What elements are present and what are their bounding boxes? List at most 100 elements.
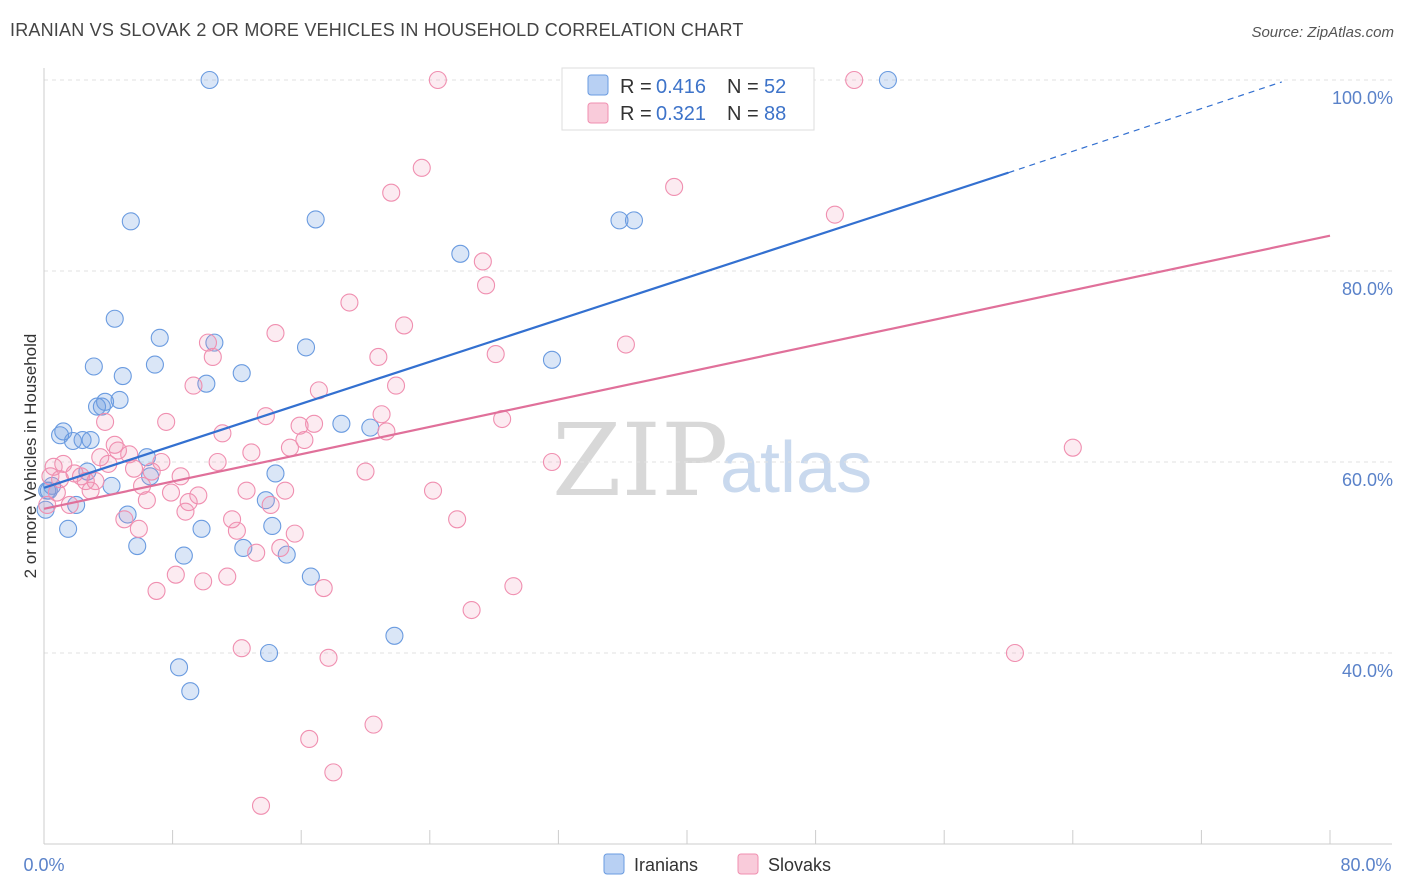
series-legend: Iranians Slovaks bbox=[603, 853, 831, 875]
legend-r-label-slovaks: R = bbox=[620, 103, 652, 125]
point-iranians bbox=[361, 418, 380, 437]
axes: 40.0% 60.0% 80.0% 100.0% 0.0% 80.0% bbox=[23, 68, 1393, 875]
legend-n-label-iranians: N = bbox=[727, 76, 759, 98]
point-iranians bbox=[192, 519, 211, 538]
point-slovaks bbox=[203, 347, 222, 367]
y-tick-label: 100.0% bbox=[1332, 88, 1393, 108]
point-slovaks bbox=[324, 763, 343, 782]
watermark-zip: ZIP bbox=[552, 402, 728, 519]
point-iranians bbox=[121, 212, 140, 231]
point-slovaks bbox=[189, 486, 208, 505]
point-slovaks bbox=[108, 441, 127, 460]
point-iranians bbox=[128, 536, 147, 556]
point-slovaks bbox=[261, 495, 280, 515]
point-slovaks bbox=[237, 481, 256, 500]
point-slovaks bbox=[825, 205, 844, 224]
point-slovaks bbox=[223, 510, 242, 529]
point-slovaks bbox=[137, 491, 156, 510]
source-label: Source: ZipAtlas.com bbox=[1251, 24, 1394, 41]
point-slovaks bbox=[227, 521, 246, 540]
point-slovaks bbox=[665, 177, 684, 197]
point-slovaks bbox=[147, 581, 166, 600]
point-slovaks bbox=[448, 510, 467, 529]
point-iranians bbox=[150, 328, 169, 347]
point-slovaks bbox=[486, 345, 505, 364]
point-iranians bbox=[385, 626, 404, 645]
point-iranians bbox=[105, 309, 124, 328]
point-slovaks bbox=[504, 577, 523, 596]
legend-n-label-slovaks: N = bbox=[727, 103, 759, 125]
legend-r-value-slovaks: 0.321 bbox=[656, 103, 706, 125]
point-slovaks bbox=[161, 483, 181, 502]
point-slovaks bbox=[290, 416, 309, 435]
point-iranians bbox=[92, 397, 111, 416]
watermark: ZIP atlas bbox=[552, 402, 872, 519]
point-iranians bbox=[306, 210, 325, 229]
point-slovaks bbox=[198, 333, 218, 352]
point-iranians bbox=[610, 211, 629, 230]
legend-r-value-iranians: 0.416 bbox=[656, 76, 706, 98]
legend-n-value-slovaks: 88 bbox=[764, 103, 786, 125]
point-iranians bbox=[878, 70, 897, 90]
point-iranians bbox=[102, 476, 121, 495]
point-slovaks bbox=[142, 462, 161, 481]
point-iranians bbox=[118, 505, 137, 524]
point-slovaks bbox=[166, 565, 185, 584]
point-iranians bbox=[332, 414, 351, 433]
point-slovaks bbox=[76, 472, 95, 491]
bottom-legend-swatch-slovaks bbox=[737, 853, 759, 875]
point-slovaks bbox=[314, 579, 333, 598]
point-slovaks bbox=[115, 510, 134, 529]
point-slovaks bbox=[382, 183, 401, 202]
point-iranians bbox=[259, 643, 279, 663]
point-slovaks bbox=[171, 467, 190, 486]
y-tick-label: 40.0% bbox=[1342, 661, 1393, 681]
point-slovaks bbox=[86, 472, 105, 491]
point-slovaks bbox=[1063, 438, 1082, 457]
series-iranians bbox=[36, 70, 897, 701]
point-iranians bbox=[232, 364, 251, 383]
point-slovaks bbox=[38, 495, 57, 515]
point-slovaks bbox=[356, 462, 375, 481]
point-iranians bbox=[624, 211, 644, 230]
point-slovaks bbox=[542, 452, 562, 472]
point-slovaks bbox=[194, 572, 213, 591]
legend-swatch-slovaks bbox=[587, 102, 609, 124]
point-slovaks bbox=[96, 412, 115, 431]
point-slovaks bbox=[176, 502, 195, 521]
point-slovaks bbox=[423, 481, 443, 500]
point-slovaks bbox=[364, 715, 383, 734]
bottom-legend-label-slovaks: Slovaks bbox=[768, 855, 831, 875]
point-slovaks bbox=[295, 430, 314, 450]
point-iranians bbox=[277, 545, 296, 564]
point-slovaks bbox=[232, 639, 251, 658]
point-iranians bbox=[205, 333, 224, 352]
point-slovaks bbox=[208, 452, 227, 472]
bottom-legend-swatch-iranians bbox=[603, 853, 625, 875]
chart-title: IRANIAN VS SLOVAK 2 OR MORE VEHICLES IN … bbox=[10, 20, 744, 40]
point-iranians bbox=[63, 431, 82, 451]
point-iranians bbox=[169, 658, 189, 677]
point-slovaks bbox=[305, 414, 324, 433]
trendlines bbox=[43, 81, 1331, 510]
legend-swatch-iranians bbox=[587, 74, 609, 96]
stats-legend: R = 0.416 N = 52 R = 0.321 N = 88 bbox=[561, 67, 815, 131]
point-slovaks bbox=[372, 405, 391, 424]
point-iranians bbox=[54, 422, 73, 441]
point-slovaks bbox=[412, 158, 431, 177]
y-tick-label: 60.0% bbox=[1342, 470, 1393, 490]
point-iranians bbox=[145, 355, 164, 374]
y-axis-label: 2 or more Vehicles in Household bbox=[21, 334, 40, 579]
point-slovaks bbox=[276, 481, 295, 500]
point-slovaks bbox=[477, 276, 496, 295]
point-iranians bbox=[266, 464, 285, 483]
watermark-atlas: atlas bbox=[720, 428, 872, 508]
point-iranians bbox=[59, 519, 78, 538]
x-tick-label: 80.0% bbox=[1340, 855, 1391, 875]
point-slovaks bbox=[105, 435, 124, 454]
point-slovaks bbox=[251, 796, 271, 815]
legend-r-label-iranians: R = bbox=[620, 76, 652, 98]
point-iranians bbox=[110, 390, 129, 409]
point-slovaks bbox=[218, 567, 237, 586]
point-slovaks bbox=[271, 538, 290, 558]
